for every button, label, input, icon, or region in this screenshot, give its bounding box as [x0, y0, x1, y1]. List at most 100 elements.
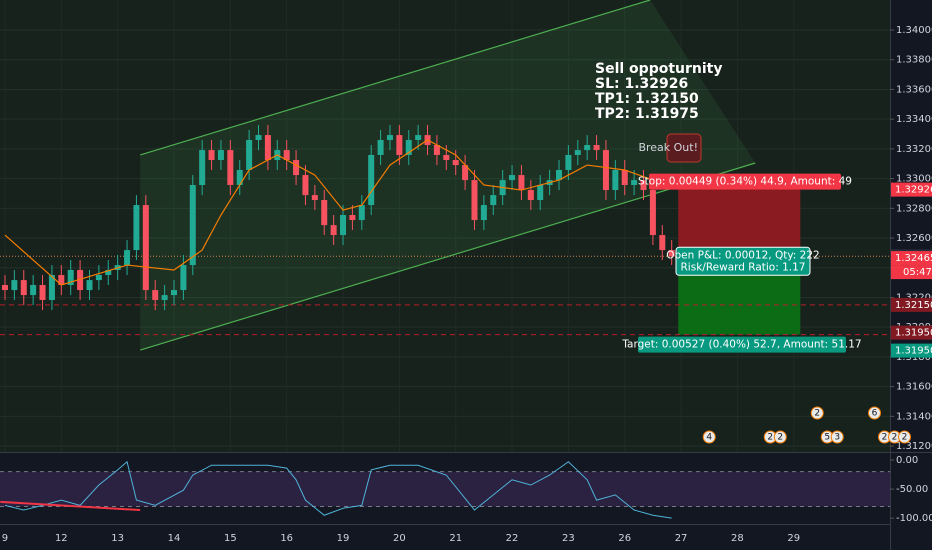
candle-body	[283, 150, 290, 161]
y-tick-label: 1.33000	[896, 174, 932, 185]
x-tick-label: 15	[224, 533, 237, 544]
candle-body	[246, 139, 253, 170]
candle-body	[302, 175, 309, 196]
event-label: 6	[872, 409, 878, 419]
y-tick-label: 1.31200	[896, 441, 932, 452]
x-tick-label: 28	[731, 533, 744, 544]
y-tick-label: 1.31400	[896, 411, 932, 422]
event-icon	[898, 430, 912, 444]
candle-body	[255, 135, 262, 140]
x-tick-label: 13	[111, 533, 124, 544]
event-label: 5	[824, 433, 830, 443]
y-tick-label: 1.31600	[896, 382, 932, 393]
x-tick-label: 22	[506, 533, 519, 544]
candle-body	[311, 195, 318, 200]
x-tick-label: 19	[337, 533, 350, 544]
event-icon	[773, 430, 787, 444]
event-label: 2	[902, 433, 908, 443]
candle-body	[208, 150, 215, 161]
price-tag	[891, 325, 932, 340]
label-box	[649, 173, 841, 190]
y-tick-label: 1.33400	[896, 114, 932, 125]
position-label: Open P&L: 0.00012, Qty: 222	[666, 249, 819, 261]
annotation: Sell oppoturnity	[595, 61, 722, 77]
event-icon	[702, 430, 716, 444]
candle-body	[217, 150, 224, 161]
countdown: 05:47	[903, 267, 932, 278]
annotation: TP1: 1.32150	[595, 91, 699, 107]
position-label: Target: 0.00527 (0.40%) 52.7, Amount: 51…	[621, 339, 861, 351]
price-tag	[891, 182, 932, 197]
indicator-line	[4, 460, 672, 519]
candle-body	[227, 150, 234, 185]
candle-body	[152, 290, 159, 300]
candle-body	[48, 275, 55, 300]
candle-body	[509, 175, 516, 181]
candle-body	[452, 160, 459, 166]
candle-body	[133, 205, 140, 251]
x-tick-label: 12	[55, 533, 68, 544]
candle-body	[330, 225, 337, 236]
candle-body	[377, 139, 384, 155]
event-icon	[868, 406, 882, 420]
candle-body	[518, 175, 525, 191]
candle-body	[199, 150, 206, 185]
candle-body	[584, 145, 591, 151]
candle-body	[236, 169, 243, 185]
candle-body	[20, 280, 27, 296]
channel-fill	[140, 0, 756, 351]
annotation: SL: 1.32926	[595, 76, 688, 92]
candle-body	[368, 154, 375, 206]
candle-body	[124, 250, 131, 266]
price-tag	[891, 297, 932, 312]
x-tick-label: 21	[449, 533, 462, 544]
callout: Break Out!	[638, 141, 698, 154]
channel-line	[140, 0, 651, 156]
x-tick-label: 20	[393, 533, 406, 544]
indicator-tick-label: -50.00	[896, 484, 928, 495]
candle-body	[443, 154, 450, 161]
candle-body	[264, 135, 271, 161]
event-label: 3	[834, 433, 840, 443]
candle-body	[95, 275, 102, 281]
candle-body	[340, 215, 347, 236]
candle-body	[490, 195, 497, 206]
y-tick-label: 1.33800	[896, 55, 932, 66]
event-label: 4	[706, 433, 712, 443]
candle-body	[11, 280, 18, 291]
candle-body	[668, 250, 675, 257]
x-tick-label: 16	[280, 533, 293, 544]
candle-body	[189, 184, 196, 266]
candle-body	[180, 265, 187, 291]
price-tag-label: 1.32926	[895, 185, 932, 196]
time-axis	[0, 525, 890, 550]
x-tick-label: 29	[787, 533, 800, 544]
event-label: 2	[892, 433, 898, 443]
stop-zone	[678, 189, 801, 257]
x-tick-label: 14	[168, 533, 181, 544]
price-tag	[891, 343, 932, 358]
y-tick-label: 1.34000	[896, 25, 932, 36]
candle-body	[67, 269, 74, 285]
candle-body	[170, 290, 177, 296]
y-tick-label: 1.32800	[896, 203, 932, 214]
y-tick-label: 1.32600	[896, 233, 932, 244]
indicator-tick-label: -100.00	[896, 513, 932, 524]
candle-body	[415, 135, 422, 140]
candle-body	[39, 284, 46, 300]
candle-body	[349, 215, 356, 221]
candle-body	[555, 169, 562, 181]
price-tag	[891, 251, 932, 266]
event-label: 2	[882, 433, 888, 443]
event-label: 2	[767, 433, 773, 443]
candle-body	[161, 295, 168, 300]
price-tag-label: 1.32465	[895, 253, 932, 264]
moving-average	[4, 139, 654, 286]
candle-body	[405, 139, 412, 155]
candle-body	[640, 180, 647, 191]
x-tick-label: 26	[618, 533, 631, 544]
event-icon	[830, 430, 844, 444]
